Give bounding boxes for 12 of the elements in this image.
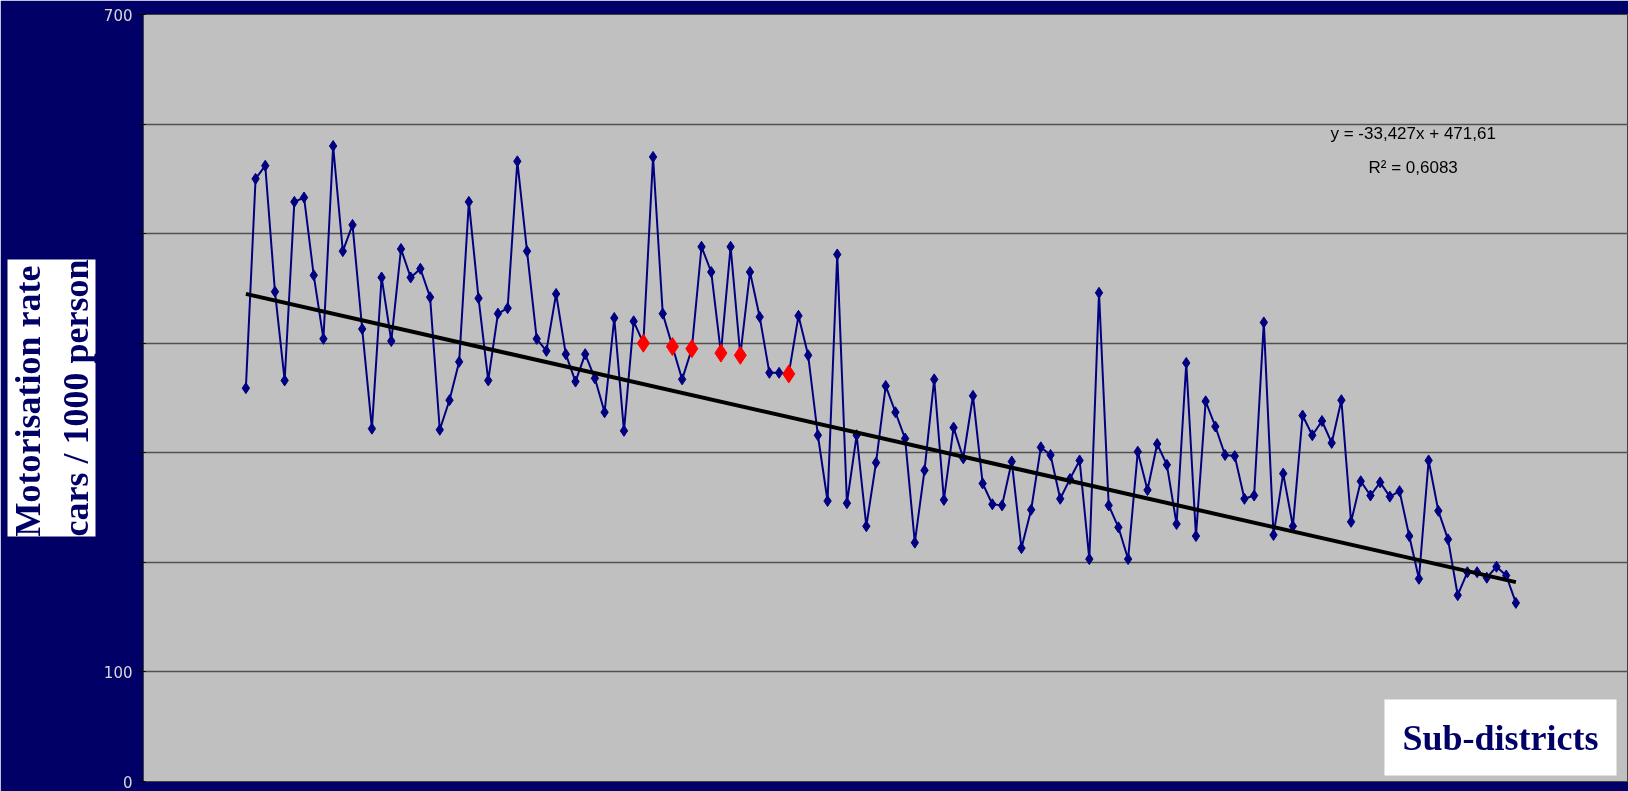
point — [714, 343, 728, 363]
point — [636, 333, 650, 353]
point — [733, 345, 747, 365]
x-axis-title: Sub-districts — [1402, 717, 1599, 758]
annotation: y = -33,427x + 471,61 — [1330, 123, 1496, 143]
y-tick-label: 100 — [103, 663, 133, 682]
annotation: R² = 0,6083 — [1368, 158, 1458, 178]
y-tick-label: 0 — [122, 773, 133, 791]
y-axis-title: Motorisation rate cars / 1000 person — [7, 259, 96, 537]
point — [685, 339, 699, 359]
y-tick-label: 700 — [103, 6, 133, 25]
point — [782, 364, 796, 384]
